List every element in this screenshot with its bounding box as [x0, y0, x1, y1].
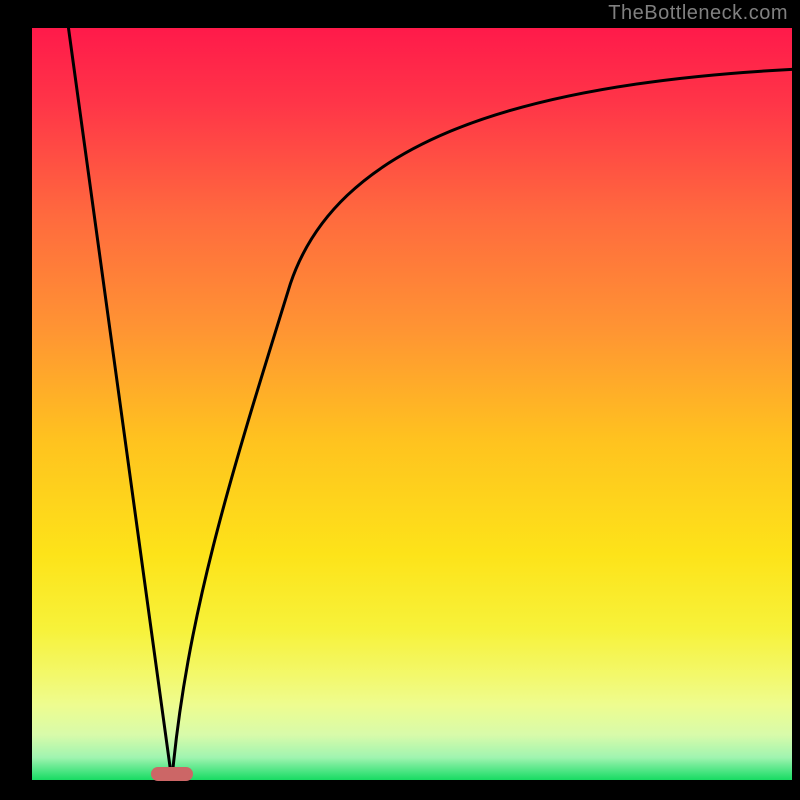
- chart-container: TheBottleneck.com: [0, 0, 800, 800]
- plot-area: [32, 28, 792, 780]
- bottleneck-curve: [32, 28, 792, 780]
- optimal-marker: [151, 767, 193, 781]
- watermark-text: TheBottleneck.com: [608, 2, 788, 25]
